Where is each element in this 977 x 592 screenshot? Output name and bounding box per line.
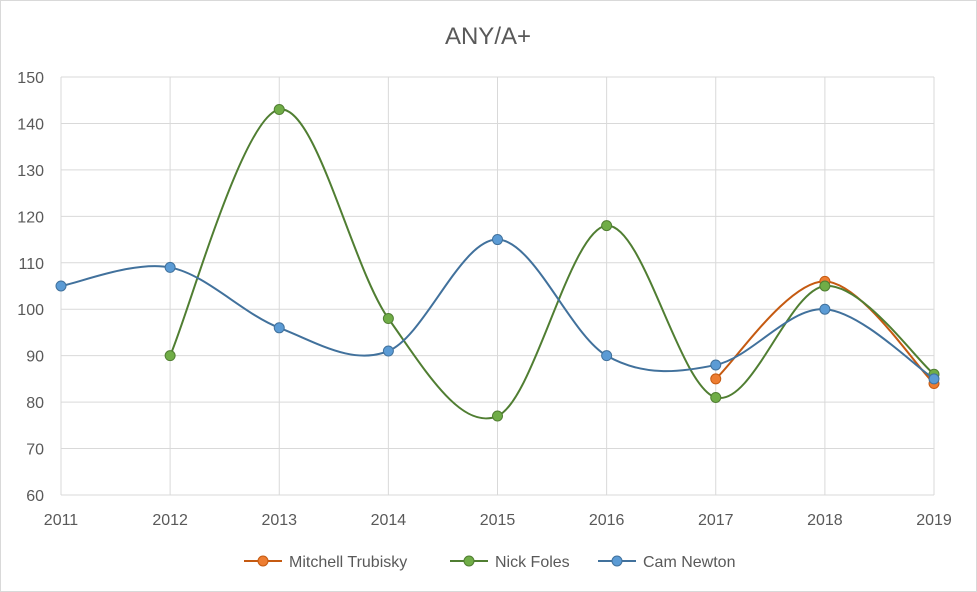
series-group <box>55 104 940 422</box>
legend-label: Cam Newton <box>643 554 735 571</box>
data-point <box>928 373 940 385</box>
grid <box>60 76 935 496</box>
data-point <box>273 322 285 334</box>
legend-item: Nick Foles <box>450 554 570 571</box>
data-point <box>710 391 722 403</box>
data-point <box>382 313 394 325</box>
legend-item: Mitchell Trubisky <box>244 554 407 571</box>
series-line <box>169 108 935 420</box>
x-tick-label: 2015 <box>480 512 516 529</box>
y-tick-label: 80 <box>26 395 44 412</box>
x-tick-label: 2016 <box>589 512 625 529</box>
y-tick-label: 90 <box>26 349 44 366</box>
x-tick-label: 2017 <box>698 512 734 529</box>
y-tick-label: 130 <box>17 163 44 180</box>
data-point <box>601 350 613 362</box>
data-point <box>710 373 722 385</box>
x-tick-label: 2019 <box>916 512 952 529</box>
data-point <box>55 280 67 292</box>
data-point <box>382 345 394 357</box>
chart-title: ANY/A+ <box>445 23 531 50</box>
legend-marker <box>611 555 623 567</box>
x-tick-label: 2018 <box>807 512 843 529</box>
data-point <box>273 104 285 116</box>
data-point <box>164 261 176 273</box>
legend-marker <box>257 555 269 567</box>
y-tick-label: 120 <box>17 209 44 226</box>
y-tick-label: 70 <box>26 442 44 459</box>
series-cam-newton <box>55 234 940 385</box>
x-tick-label: 2013 <box>261 512 297 529</box>
data-point <box>492 234 503 246</box>
data-point <box>819 280 831 292</box>
series-nick-foles <box>164 104 940 422</box>
y-tick-label: 100 <box>17 302 44 319</box>
x-tick-label: 2014 <box>371 512 407 529</box>
data-point <box>819 303 831 315</box>
legend-item: Cam Newton <box>598 554 735 571</box>
data-point <box>710 359 722 371</box>
data-point <box>164 350 176 362</box>
y-tick-label: 110 <box>18 256 44 273</box>
data-point <box>492 410 503 422</box>
x-axis-ticks: 2011 2012 2013 2014 2015 2016 2017 2018 2019 <box>44 512 952 529</box>
y-axis-ticks: 60 70 80 90 100 110 120 130 140 150 <box>17 70 44 505</box>
legend-label: Nick Foles <box>495 554 570 571</box>
y-tick-label: 60 <box>26 488 44 505</box>
legend-marker <box>463 555 475 567</box>
legend: Mitchell Trubisky Nick Foles Cam Newton <box>244 554 735 571</box>
legend-label: Mitchell Trubisky <box>289 554 407 571</box>
y-tick-label: 140 <box>17 116 44 133</box>
y-tick-label: 150 <box>17 70 44 87</box>
x-tick-label: 2011 <box>44 512 79 529</box>
data-point <box>601 220 613 232</box>
x-tick-label: 2012 <box>152 512 188 529</box>
